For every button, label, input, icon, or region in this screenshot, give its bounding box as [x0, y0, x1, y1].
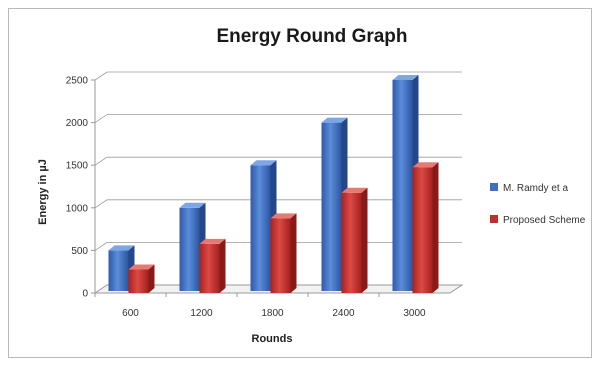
legend-swatch — [490, 183, 498, 191]
y-tick-label: 500 — [71, 246, 88, 257]
chart-title: Energy Round Graph — [216, 26, 407, 47]
bar-top — [199, 238, 226, 244]
bar — [199, 238, 226, 293]
x-tick-label: 2400 — [332, 308, 355, 319]
bar — [412, 162, 439, 293]
bar-front — [108, 250, 129, 291]
bar-top — [321, 117, 348, 123]
bar — [270, 213, 297, 293]
x-tick-label: 3000 — [403, 308, 426, 319]
bar-front — [250, 165, 271, 291]
y-tick-label: 1500 — [66, 161, 89, 172]
y-axis-ticks: 0 500 1000 1500 2000 2500 — [66, 76, 95, 300]
y-tick-label: 0 — [82, 289, 88, 300]
bar-top — [412, 162, 439, 168]
bar-front — [199, 243, 220, 293]
bar-front — [179, 207, 200, 291]
legend: M. Ramdy et a Proposed Scheme — [490, 183, 586, 226]
grid-line — [94, 114, 462, 123]
bars-layer — [108, 75, 439, 293]
bar-top — [128, 264, 155, 270]
bar-front — [128, 269, 149, 293]
bar — [128, 264, 155, 293]
x-axis-label: Rounds — [252, 333, 293, 345]
bar-top — [108, 245, 135, 251]
x-tick-label: 1200 — [190, 308, 213, 319]
bar-side — [290, 213, 297, 293]
bar-front — [321, 122, 342, 291]
bar-front — [412, 167, 433, 293]
x-axis-ticks: 600 1200 1800 2400 3000 — [94, 293, 426, 319]
x-tick-label: 1800 — [261, 308, 284, 319]
legend-swatch — [490, 215, 498, 223]
bar-side — [432, 162, 439, 293]
bar-front — [270, 218, 291, 293]
bar-top — [250, 160, 277, 166]
legend-label: M. Ramdy et a — [503, 183, 568, 194]
bar-side — [148, 264, 155, 293]
bar-top — [270, 213, 297, 219]
bar-side — [219, 238, 226, 293]
x-tick-label: 600 — [122, 308, 139, 319]
y-tick-label: 1000 — [66, 203, 89, 214]
grid-line — [94, 71, 462, 81]
legend-label: Proposed Scheme — [503, 215, 586, 226]
y-axis-label: Energy in µJ — [37, 159, 49, 225]
bar — [341, 187, 368, 293]
y-tick-label: 2500 — [66, 76, 89, 87]
bar-top — [341, 187, 368, 193]
y-tick-label: 2000 — [66, 118, 89, 129]
bar-top — [179, 202, 206, 208]
bar-top — [392, 75, 419, 80]
bar-front — [392, 80, 413, 291]
bar-side — [361, 187, 368, 293]
bar-front — [341, 192, 362, 293]
